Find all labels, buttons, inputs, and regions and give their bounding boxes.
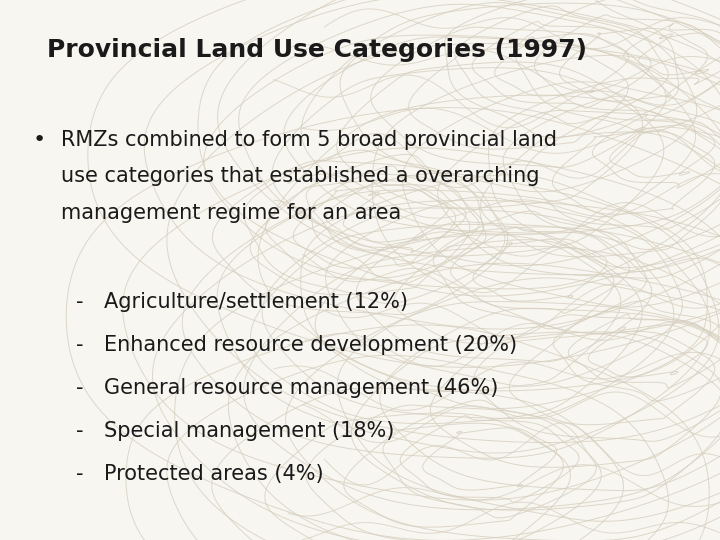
Text: Provincial Land Use Categories (1997): Provincial Land Use Categories (1997) [47, 38, 587, 62]
Text: -: - [76, 335, 83, 355]
Text: Protected areas (4%): Protected areas (4%) [104, 464, 324, 484]
Text: Special management (18%): Special management (18%) [104, 421, 395, 441]
Text: -: - [76, 378, 83, 398]
Text: -: - [76, 292, 83, 312]
Text: RMZs combined to form 5 broad provincial land: RMZs combined to form 5 broad provincial… [61, 130, 557, 150]
Text: •: • [32, 130, 45, 150]
Text: use categories that established a overarching: use categories that established a overar… [61, 166, 540, 186]
Text: Enhanced resource development (20%): Enhanced resource development (20%) [104, 335, 518, 355]
Text: -: - [76, 464, 83, 484]
Text: management regime for an area: management regime for an area [61, 203, 402, 223]
Text: General resource management (46%): General resource management (46%) [104, 378, 499, 398]
Text: Agriculture/settlement (12%): Agriculture/settlement (12%) [104, 292, 408, 312]
Text: -: - [76, 421, 83, 441]
